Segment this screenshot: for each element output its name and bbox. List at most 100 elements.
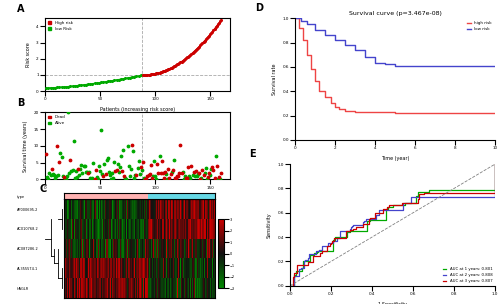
X-axis label: Patients (increasing risk score): Patients (increasing risk score)	[100, 195, 175, 200]
Point	[82, 82, 90, 87]
Point	[130, 74, 138, 79]
Point	[134, 74, 142, 78]
Point	[134, 159, 142, 164]
AUC at 2 years: 0.808: (0.0942, 0.259): 0.808: (0.0942, 0.259)	[306, 252, 312, 256]
Point	[95, 163, 103, 168]
Point	[178, 58, 186, 63]
Point	[140, 73, 148, 78]
Point	[144, 173, 152, 178]
Point	[87, 176, 95, 181]
Point	[214, 22, 222, 27]
AUC at 3 years: 0.807: (0.473, 0.651): 0.807: (0.473, 0.651)	[384, 205, 390, 208]
Point	[58, 85, 66, 90]
Point	[184, 164, 192, 169]
Point	[168, 64, 176, 69]
AUC at 3 years: 0.807: (0.0209, 0.106): 0.807: (0.0209, 0.106)	[292, 271, 298, 275]
Point	[68, 168, 76, 172]
Point	[210, 28, 218, 33]
Point	[194, 45, 202, 50]
X-axis label: Time (year): Time (year)	[381, 156, 409, 161]
Point	[130, 175, 138, 180]
Point	[203, 36, 211, 41]
Point	[186, 174, 194, 179]
Point	[138, 167, 146, 172]
AUC at 1 years: 0.801: (0.391, 0.544): 0.801: (0.391, 0.544)	[367, 218, 373, 221]
AUC at 2 years: 0.808: (1, 1): 0.808: (1, 1)	[492, 162, 498, 166]
Point	[134, 166, 141, 171]
Point	[146, 163, 154, 168]
X-axis label: Patients (increasing risk score): Patients (increasing risk score)	[100, 107, 175, 112]
Point	[193, 46, 201, 51]
Legend: high risk, low risk: high risk, low risk	[466, 20, 493, 32]
AUC at 2 years: 0.808: (0.354, 0.527): 0.808: (0.354, 0.527)	[360, 220, 366, 223]
Point	[144, 172, 152, 177]
Point	[132, 74, 140, 79]
Point	[132, 172, 140, 177]
Point	[120, 174, 128, 178]
Point	[53, 85, 61, 90]
AUC at 3 years: 0.807: (0.198, 0.353): 0.807: (0.198, 0.353)	[328, 241, 334, 245]
AUC at 2 years: 0.808: (0.433, 0.605): 0.808: (0.433, 0.605)	[376, 210, 382, 214]
Point	[178, 169, 186, 174]
Point	[46, 173, 54, 178]
Point	[60, 85, 68, 89]
AUC at 1 years: 0.801: (0.485, 0.651): 0.801: (0.485, 0.651)	[386, 205, 392, 209]
Point	[152, 177, 160, 182]
Point	[48, 167, 56, 172]
Point	[58, 155, 66, 160]
AUC at 1 years: 0.801: (0.212, 0.374): 0.801: (0.212, 0.374)	[330, 238, 336, 242]
Point	[46, 171, 54, 176]
Point	[160, 176, 168, 181]
Point	[180, 176, 188, 181]
AUC at 1 years: 0.801: (0.219, 0.398): 0.801: (0.219, 0.398)	[332, 236, 338, 239]
Point	[180, 57, 188, 62]
Point	[136, 171, 143, 176]
Point	[44, 85, 52, 90]
Point	[198, 41, 206, 46]
Point	[90, 81, 98, 86]
Point	[108, 171, 116, 176]
Point	[170, 158, 178, 163]
AUC at 3 years: 0.807: (0.485, 0.661): 0.807: (0.485, 0.661)	[386, 204, 392, 207]
Point	[198, 168, 206, 173]
AUC at 3 years: 0.807: (0.381, 0.511): 0.807: (0.381, 0.511)	[365, 222, 371, 225]
Point	[100, 80, 108, 85]
Point	[63, 174, 71, 179]
Text: B: B	[18, 98, 24, 108]
Point	[54, 173, 62, 178]
Point	[84, 170, 92, 175]
AUC at 3 years: 0.807: (0.272, 0.448): 0.807: (0.272, 0.448)	[342, 230, 348, 233]
Point	[102, 79, 110, 84]
AUC at 3 years: 0.807: (0.32, 0.482): 0.807: (0.32, 0.482)	[352, 225, 358, 229]
AUC at 3 years: 0.807: (0.386, 0.551): 0.807: (0.386, 0.551)	[366, 217, 372, 221]
AUC at 2 years: 0.808: (0.385, 0.551): 0.808: (0.385, 0.551)	[366, 217, 372, 221]
Point	[208, 30, 216, 35]
Line: AUC at 2 years: 0.808: AUC at 2 years: 0.808	[290, 164, 495, 286]
AUC at 2 years: 0.808: (0.231, 0.396): 0.808: (0.231, 0.396)	[334, 236, 340, 240]
Point	[127, 166, 135, 171]
Point	[110, 175, 118, 180]
Point	[200, 170, 208, 175]
Point	[198, 176, 205, 181]
Point	[73, 83, 81, 88]
Point	[78, 171, 86, 176]
Point	[51, 175, 59, 180]
Legend: High risk, low Risk: High risk, low Risk	[47, 20, 74, 32]
AUC at 2 years: 0.808: (0.0558, 0.143): 0.808: (0.0558, 0.143)	[298, 267, 304, 270]
Point	[66, 158, 74, 163]
AUC at 2 years: 0.808: (0.418, 0.581): 0.808: (0.418, 0.581)	[372, 213, 378, 217]
Point	[163, 177, 171, 182]
AUC at 1 years: 0.801: (0.469, 0.628): 0.801: (0.469, 0.628)	[383, 208, 389, 211]
Point	[78, 162, 86, 167]
AUC at 3 years: 0.807: (0.155, 0.286): 0.807: (0.155, 0.286)	[319, 249, 325, 253]
Point	[88, 176, 96, 181]
Point	[174, 61, 182, 66]
Point	[202, 166, 210, 171]
Point	[93, 81, 101, 85]
Point	[215, 20, 223, 25]
Text: E: E	[249, 149, 256, 159]
Point	[208, 165, 216, 170]
Point	[144, 72, 152, 77]
Point	[142, 176, 150, 181]
Point	[142, 72, 150, 77]
